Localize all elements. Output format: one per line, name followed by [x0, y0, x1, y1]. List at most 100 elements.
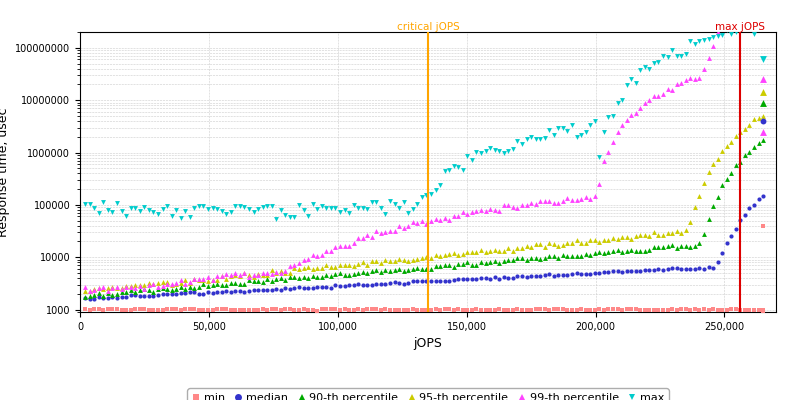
Point: [479, 275, 492, 282]
Point: [356, 258, 369, 265]
Point: [630, 109, 642, 116]
Point: [210, 206, 223, 212]
Point: [229, 270, 242, 276]
Point: [110, 306, 123, 312]
Point: [311, 307, 324, 314]
Point: [252, 287, 265, 294]
Point: [461, 211, 474, 217]
Point: [256, 279, 269, 286]
Point: [538, 272, 551, 278]
Point: [252, 271, 265, 277]
Point: [442, 216, 455, 223]
Point: [552, 306, 565, 312]
Point: [657, 91, 670, 97]
Point: [452, 261, 465, 267]
Point: [670, 81, 683, 87]
Point: [93, 306, 106, 312]
Point: [83, 287, 96, 294]
Point: [166, 286, 178, 293]
Point: [293, 284, 306, 290]
Point: [498, 306, 510, 313]
Point: [493, 208, 506, 214]
Point: [238, 204, 251, 210]
Point: [252, 206, 265, 213]
Point: [398, 257, 410, 264]
Point: [393, 223, 406, 230]
Point: [120, 213, 133, 220]
Point: [97, 198, 110, 205]
Point: [374, 306, 387, 313]
Point: [606, 268, 619, 275]
Point: [334, 283, 346, 289]
Point: [183, 306, 196, 312]
Point: [206, 277, 219, 284]
Point: [675, 306, 688, 312]
Point: [684, 307, 697, 313]
Point: [202, 274, 214, 280]
Point: [657, 266, 670, 273]
Point: [311, 284, 324, 290]
Point: [543, 307, 556, 313]
Point: [256, 269, 269, 276]
Point: [552, 125, 565, 131]
Point: [384, 258, 397, 264]
Point: [320, 306, 333, 312]
Point: [638, 267, 651, 273]
Point: [415, 307, 428, 314]
Point: [138, 282, 150, 288]
Point: [502, 275, 514, 281]
Point: [679, 77, 692, 84]
Point: [283, 270, 296, 276]
Point: [698, 180, 710, 186]
Point: [370, 267, 382, 273]
Point: [716, 306, 729, 313]
Point: [457, 261, 470, 268]
Point: [493, 306, 506, 312]
Point: [179, 286, 192, 292]
Point: [120, 283, 133, 290]
Text: max jOPS: max jOPS: [715, 22, 765, 32]
Point: [215, 306, 228, 312]
Point: [151, 286, 164, 292]
Point: [156, 307, 169, 314]
Point: [438, 168, 451, 174]
Point: [634, 232, 646, 238]
Point: [566, 122, 578, 128]
Point: [206, 205, 219, 212]
Point: [170, 306, 182, 312]
Point: [530, 255, 542, 261]
Point: [288, 262, 301, 268]
Point: [647, 93, 660, 100]
Point: [411, 278, 424, 284]
Point: [274, 206, 287, 213]
Point: [193, 203, 206, 209]
Point: [338, 242, 351, 249]
Point: [106, 306, 119, 312]
Point: [584, 196, 597, 202]
Point: [493, 276, 506, 282]
Point: [234, 288, 246, 294]
Point: [738, 211, 751, 218]
Point: [675, 243, 688, 249]
Point: [511, 255, 524, 262]
Point: [311, 206, 324, 212]
Point: [684, 75, 697, 82]
Point: [384, 307, 397, 313]
Point: [402, 258, 414, 264]
Point: [452, 306, 465, 312]
Point: [498, 150, 510, 156]
Point: [247, 306, 260, 313]
Point: [643, 247, 656, 253]
Point: [379, 229, 392, 235]
Point: [479, 148, 492, 155]
Point: [434, 262, 446, 269]
Point: [706, 202, 719, 209]
Point: [193, 276, 206, 282]
Point: [625, 268, 638, 274]
Point: [634, 248, 646, 254]
Point: [515, 273, 528, 280]
Point: [210, 289, 223, 296]
Point: [234, 272, 246, 279]
Point: [474, 247, 487, 253]
Point: [238, 307, 251, 313]
